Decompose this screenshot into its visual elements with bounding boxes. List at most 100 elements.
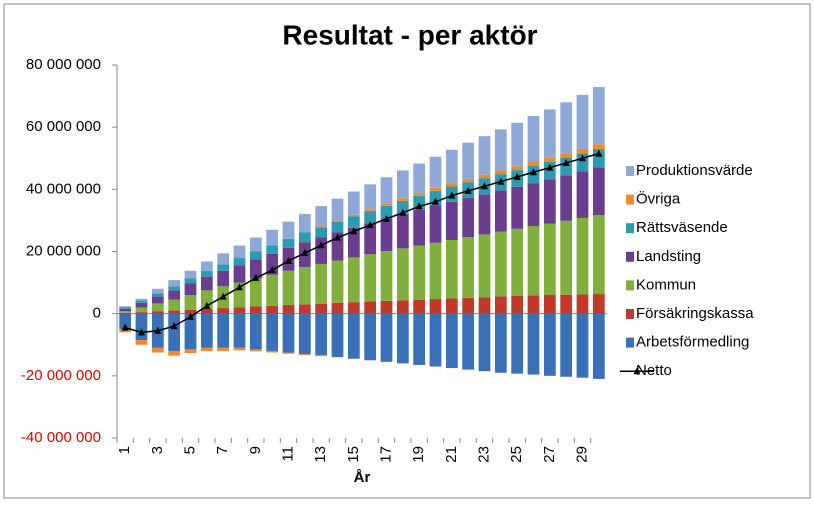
line-marker [285,256,292,264]
bar-segment [511,122,524,167]
bar-segment [364,254,377,302]
bar-segment [396,313,409,364]
bar-segment [331,260,344,303]
bar-segment [429,313,442,367]
bar-segment [233,258,246,266]
bar-segment [298,267,311,305]
bar-segment [315,227,328,238]
x-tick-label: 17 [377,446,394,463]
bar-segment [445,149,458,184]
x-tick-label: 7 [214,446,231,454]
x-axis-title: År [354,469,371,486]
bar-segment [331,198,344,221]
bar-segment [233,245,246,259]
legend-swatch [626,223,634,234]
legend-swatch [626,337,634,348]
x-tick-label: 5 [181,446,198,454]
bar-segment [151,303,164,312]
bar-segment [560,294,573,314]
bar-segment [478,136,491,175]
bar-segment [315,237,328,264]
bar-segment [266,274,279,306]
bar-segment [380,300,393,314]
bar-segment [331,232,344,261]
line-marker [203,301,211,309]
bar-segment [478,194,491,235]
line-marker [252,273,260,281]
bar-segment [298,304,311,314]
bar-segment [315,313,328,356]
bar-segment [592,148,605,168]
legend-swatch [626,166,634,176]
bar-segment [135,340,148,345]
bar-segment [527,313,540,375]
bar-segment [151,296,164,304]
bar-segment [576,94,589,149]
x-tick-label: 15 [345,446,362,463]
bar-segment [429,205,442,243]
bar-segment [478,313,491,372]
bar-segment [494,231,507,297]
bar-segment [478,234,491,298]
line-marker [366,221,374,229]
y-tick-label: 20 000 000 [26,242,101,259]
bar-segment [315,206,328,227]
bar-segment [413,193,426,196]
bar-segment [298,232,311,243]
y-tick-label: 40 000 000 [26,180,101,197]
bar-segment [527,183,540,227]
bar-segment [217,264,230,271]
bar-segment [233,307,246,314]
bar-segment [315,263,328,304]
bar-segment [429,187,442,191]
bar-segment [396,248,409,301]
y-tick-label: -20 000 000 [21,367,101,384]
line-marker [513,172,521,180]
bar-segment [233,313,246,348]
x-tick-label: 25 [508,446,525,463]
bar-segment [543,109,556,158]
bar-segment [347,313,360,359]
bar-segment [168,313,181,351]
bar-segment [445,201,458,240]
bar-segment [331,302,344,314]
bar-segment [331,220,344,222]
bar-segment [200,309,213,314]
bar-segment [249,259,262,279]
bar-segment [445,239,458,299]
bar-segment [249,306,262,314]
legend-swatch [626,251,634,262]
bar-segment [217,253,230,265]
x-tick-label: 27 [541,446,558,463]
line-marker [350,227,358,235]
y-tick-label: 60 000 000 [26,118,101,135]
line-marker [268,266,276,274]
bar-segment [135,300,148,303]
line-marker [415,202,423,210]
bar-segment [135,298,148,301]
line-marker [154,326,162,334]
bar-segment [576,153,589,172]
bar-segment [543,179,556,224]
line-marker [481,182,488,190]
bar-segment [445,183,458,187]
bar-segment [462,178,475,183]
bar-segment [592,87,605,145]
x-tick-label: 13 [312,446,329,463]
bar-segment [266,313,279,351]
bar-segment [298,213,311,233]
bar-segment [511,228,524,296]
bar-segment [380,203,393,206]
chart-title: Resultat - per aktör [282,19,537,50]
bar-segment [413,313,426,365]
bar-segment [592,215,605,295]
bar-segment [445,298,458,314]
bar-segment [396,198,409,201]
line-marker [399,208,407,216]
y-tick-label: -40 000 000 [21,429,101,446]
y-tick-label: 0 [93,305,101,322]
bar-segment [184,313,197,350]
bar-segment [543,313,556,376]
line-marker [334,233,341,241]
